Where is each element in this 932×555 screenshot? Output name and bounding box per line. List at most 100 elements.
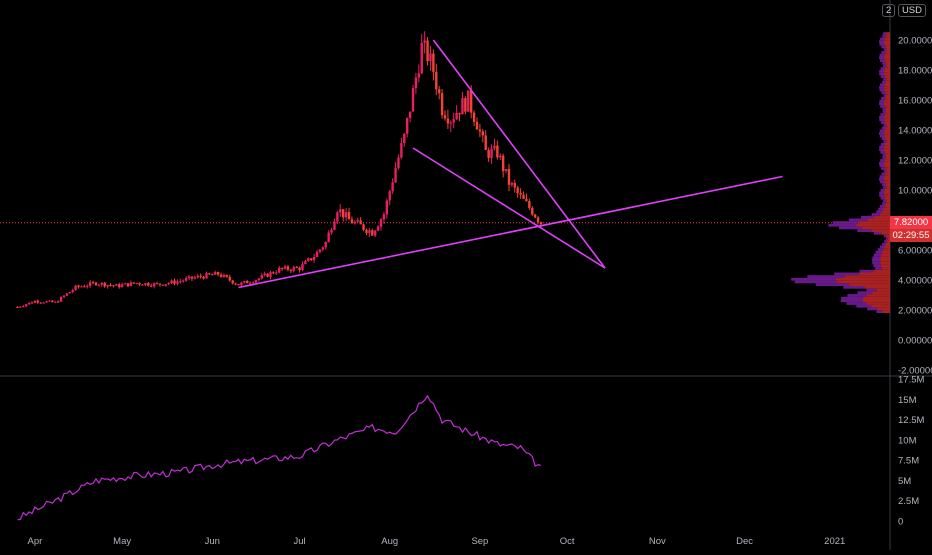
volume-profile-bar <box>866 294 890 297</box>
volume-profile-bar <box>880 105 885 108</box>
volume-profile-bar <box>885 167 890 170</box>
candle-body <box>275 272 278 274</box>
volume-profile-bar <box>876 310 883 313</box>
volume-profile-bar <box>882 310 890 313</box>
candle-body <box>531 207 534 215</box>
candle-body <box>22 306 25 308</box>
volume-profile-bar <box>847 294 867 297</box>
volume-profile-bar <box>879 40 884 43</box>
volume-profile-bar <box>879 164 885 168</box>
volume-profile-bar <box>881 167 886 170</box>
volume-profile-bar <box>884 59 890 62</box>
volume-profile-bar <box>880 75 885 79</box>
volume-profile-bar <box>875 267 882 270</box>
volume-profile-bar <box>879 245 885 249</box>
volume-profile-bar <box>880 67 885 70</box>
price-tick-label: 0.00000 <box>898 336 932 347</box>
volume-profile-bar <box>866 288 877 292</box>
candle-body <box>443 115 447 119</box>
volume-profile-bar <box>880 59 885 62</box>
volume-profile-bar <box>883 186 887 189</box>
volume-profile-bar <box>886 78 890 81</box>
volume-profile-bar <box>879 102 884 106</box>
last-price-label: 7.82000 <box>890 215 932 229</box>
candle-body <box>120 284 124 288</box>
candle-body <box>394 168 397 183</box>
candle-body <box>324 241 327 248</box>
volume-profile-bar <box>880 159 885 162</box>
price-tick-label: 14.00000 <box>898 126 932 137</box>
candle-body <box>161 284 165 286</box>
candle-body <box>59 296 63 302</box>
candle-body <box>295 267 298 269</box>
volume-profile-bar <box>881 51 886 54</box>
volume-profile-bar <box>883 86 890 89</box>
candle-body <box>400 143 403 158</box>
volume-profile-bar <box>884 151 890 154</box>
volume-profile-bar <box>858 221 890 224</box>
candle-body <box>414 77 418 89</box>
volume-profile-bar <box>884 188 890 192</box>
volume-profile-bar <box>879 161 884 165</box>
volume-profile-bar <box>884 83 890 87</box>
volume-profile-bar <box>884 159 890 162</box>
volume-profile-bar <box>886 199 890 203</box>
volume-profile-bar <box>873 253 882 257</box>
volume-profile-bar <box>875 250 883 254</box>
price-tick-label: 10.00000 <box>898 186 932 197</box>
candle-body <box>504 169 508 171</box>
volume-profile-bar <box>864 286 890 289</box>
candle-body <box>150 285 153 287</box>
volume-profile-bar <box>880 37 885 41</box>
volume-profile-bar <box>879 118 885 122</box>
candle-body <box>80 286 83 288</box>
candle-body <box>27 302 31 305</box>
candle-body <box>56 301 60 303</box>
volume-profile-bar <box>828 223 857 227</box>
candle-body <box>467 90 470 112</box>
candle-body <box>141 284 144 286</box>
candle-body <box>286 266 290 270</box>
candle-body <box>48 300 51 302</box>
volume-profile-bar <box>883 94 887 97</box>
volume-profile-bar <box>885 51 890 54</box>
volume-profile-bar <box>879 56 884 60</box>
time-axis-label: Jul <box>293 536 305 547</box>
candle-body <box>214 272 217 275</box>
volume-profile-bar <box>882 250 890 254</box>
candle-body <box>365 229 368 233</box>
candle-body <box>62 295 66 297</box>
price-tick-label: -2.00000 <box>898 366 932 377</box>
candlestick-series <box>16 31 543 308</box>
volume-profile-bar <box>881 253 890 257</box>
volume-tick-label: 7.5M <box>898 456 919 467</box>
volume-profile-bar <box>884 70 890 73</box>
volume-tick-label: 2.5M <box>898 496 919 507</box>
candle-body <box>193 277 197 279</box>
candle-body <box>158 283 162 285</box>
time-axis-label: Nov <box>649 536 666 547</box>
volume-profile-bar <box>879 132 884 135</box>
candle-body <box>222 274 226 277</box>
volume-indicator <box>17 394 542 521</box>
volume-profile-bar <box>884 145 890 149</box>
volume-profile-bar <box>881 126 886 130</box>
candle-body <box>353 221 357 224</box>
volume-profile-bar <box>879 86 884 89</box>
candle-body <box>499 155 502 158</box>
candle-body <box>304 260 307 265</box>
candle-body <box>240 282 243 286</box>
trendlines[interactable] <box>238 39 783 289</box>
volume-profile-bar <box>841 296 864 300</box>
candle-body <box>533 214 537 218</box>
currency-selector[interactable]: 2 USD <box>882 4 926 17</box>
volume-profile-bar <box>884 115 890 119</box>
volume-profile-bar <box>882 110 887 114</box>
candle-body <box>164 284 167 286</box>
volume-profile-bar <box>879 43 885 46</box>
volume-profile-bar <box>871 304 890 308</box>
volume-profile-bar <box>879 53 885 57</box>
candle-body <box>423 40 426 43</box>
